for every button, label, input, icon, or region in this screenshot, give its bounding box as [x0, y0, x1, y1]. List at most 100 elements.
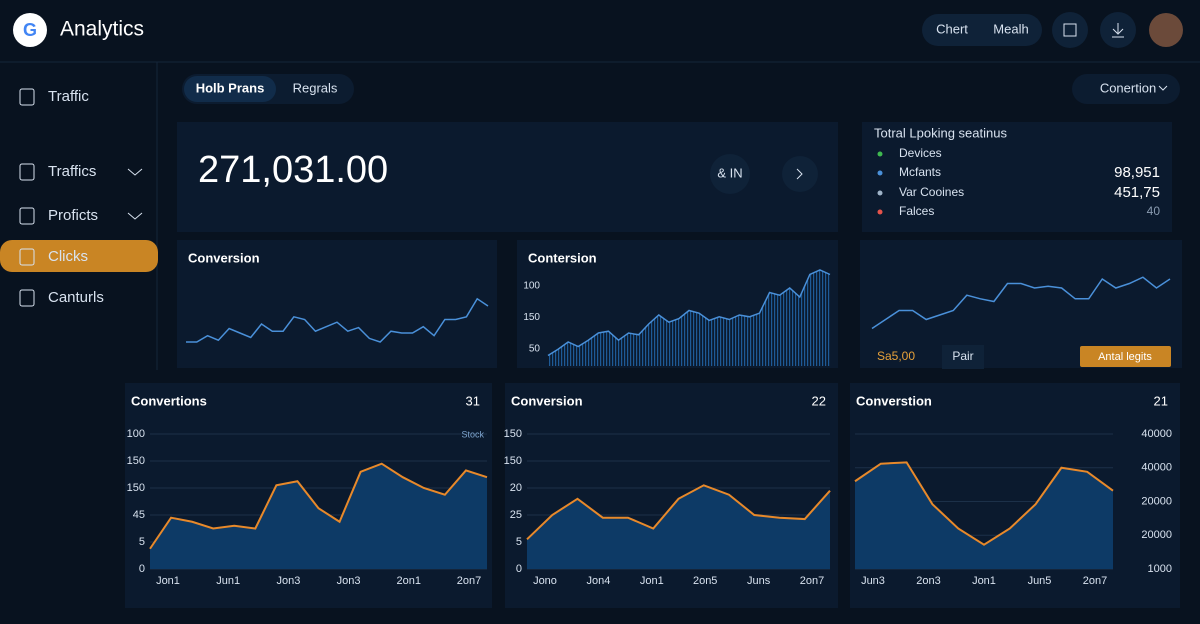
y-label: 20000 — [1141, 495, 1172, 507]
chart-title: Convertions — [131, 393, 207, 408]
y-label: 40000 — [1141, 428, 1172, 440]
x-label: 2on5 — [693, 575, 717, 587]
x-label: Jon1 — [972, 575, 996, 587]
line — [149, 462, 488, 550]
x-label: Jun1 — [216, 575, 240, 587]
x-label: Juns — [747, 575, 771, 587]
header-button[interactable]: Mealh — [993, 21, 1028, 36]
nav-item[interactable]: Traffic — [48, 88, 89, 105]
tab[interactable]: Regrals — [293, 80, 338, 95]
area — [855, 462, 1113, 569]
chart-count: 31 — [466, 393, 480, 408]
x-label: Jon1 — [156, 575, 180, 587]
app-title: Analytics — [60, 18, 144, 41]
row-value: 40 — [1147, 204, 1161, 218]
x-label: Jono — [533, 575, 557, 587]
dropdown[interactable] — [1072, 74, 1180, 104]
y-label: 150 — [127, 455, 145, 467]
y-label: 1000 — [1148, 563, 1172, 575]
note: Sa5,00 — [877, 349, 915, 363]
chip-label: Pair — [952, 349, 973, 363]
nav-icon — [19, 88, 35, 106]
nav-item[interactable]: Clicks — [48, 248, 88, 265]
chart-title: Conversion — [511, 393, 583, 408]
x-label: Jun5 — [1028, 575, 1052, 587]
chart-card — [505, 383, 838, 608]
action-button[interactable] — [1080, 346, 1171, 367]
line — [854, 461, 1114, 546]
action-label[interactable]: Antal legits — [1098, 351, 1152, 363]
logo — [13, 13, 47, 47]
area — [527, 485, 830, 569]
y-label: 150 — [127, 482, 145, 494]
y-label: 150 — [523, 312, 540, 323]
y-label: 0 — [139, 563, 145, 575]
y-label: 100 — [127, 428, 145, 440]
row-dot — [877, 151, 883, 157]
y-label: 150 — [504, 428, 522, 440]
next-button[interactable] — [782, 156, 818, 192]
line — [526, 484, 831, 541]
row-dot — [877, 209, 883, 215]
y-label: 5 — [516, 536, 522, 548]
area — [150, 463, 487, 569]
row-label: Devices — [899, 146, 942, 160]
x-label: Jon3 — [276, 575, 300, 587]
chart-title: Conversion — [188, 250, 260, 265]
nav-item[interactable]: Proficts — [48, 207, 98, 224]
nav-item[interactable]: Canturls — [48, 289, 104, 306]
legend: Stock — [461, 429, 484, 439]
y-label: 25 — [510, 509, 522, 521]
y-label: 20 — [510, 482, 522, 494]
header-toggle[interactable] — [922, 14, 1042, 46]
chart-title: Contersion — [528, 250, 597, 265]
download-icon — [1112, 23, 1124, 38]
row-value: 451,75 — [1114, 184, 1160, 201]
row-dot — [877, 190, 883, 196]
row-value: 98,951 — [1114, 164, 1160, 181]
row-label: Falces — [899, 204, 934, 218]
dropdown-chevron — [1158, 85, 1168, 91]
dropdown-label[interactable]: Conertion — [1100, 80, 1156, 95]
next-icon — [796, 168, 803, 180]
y-label: 45 — [133, 509, 145, 521]
nav-icon — [19, 163, 35, 181]
summary-value: 271,031.00 — [198, 149, 388, 191]
nav-item[interactable]: Traffics — [48, 163, 96, 180]
row-label: Mcfants — [899, 165, 941, 179]
y-label: 40000 — [1141, 462, 1172, 474]
summary-button-label[interactable]: & IN — [717, 165, 742, 180]
avatar[interactable] — [1149, 13, 1183, 47]
line — [547, 269, 831, 357]
x-label: Jun3 — [861, 575, 885, 587]
x-label: Jon4 — [586, 575, 610, 587]
chevrons — [127, 168, 143, 220]
sidebar-active — [0, 240, 158, 272]
chart-title: Converstion — [856, 393, 932, 408]
panel-title: Totral Lpoking seatinus — [874, 125, 1007, 140]
x-label: Jon3 — [337, 575, 361, 587]
area — [548, 270, 830, 366]
x-label: 2on3 — [916, 575, 940, 587]
header-button[interactable]: Chert — [936, 21, 968, 36]
y-label: 0 — [516, 563, 522, 575]
x-label: 2on7 — [457, 575, 481, 587]
row-dot — [877, 170, 883, 176]
chart-count: 22 — [812, 393, 826, 408]
chart-card — [177, 240, 497, 368]
nav-icon — [19, 289, 35, 307]
tab[interactable]: Holb Prans — [196, 80, 265, 95]
line — [871, 276, 1171, 330]
stats-panel — [862, 122, 1172, 232]
logo-text: G — [23, 20, 37, 40]
x-label: 2on1 — [397, 575, 421, 587]
nav-icon — [19, 207, 35, 225]
tab-active[interactable] — [184, 76, 276, 102]
x-label: 2on7 — [800, 575, 824, 587]
y-label: 100 — [523, 281, 540, 292]
grid-icon-button[interactable] — [1052, 12, 1088, 48]
summary-button[interactable] — [710, 154, 750, 194]
grid-icon — [1063, 23, 1077, 37]
chart-count: 21 — [1154, 393, 1168, 408]
